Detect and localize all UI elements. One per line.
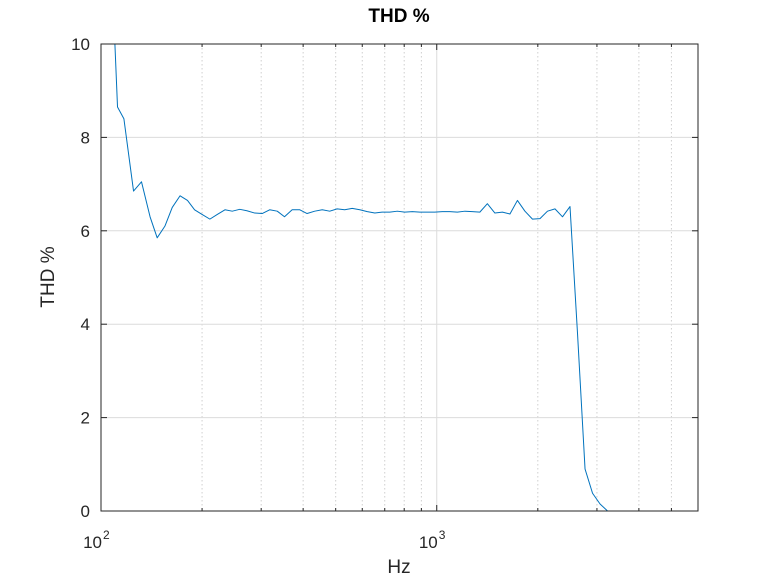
- y-tick-label: 0: [81, 502, 90, 521]
- series-layer: [114, 43, 698, 512]
- x-tick-label-base: 10: [83, 533, 102, 552]
- y-axis-label: THD %: [38, 246, 59, 307]
- x-tick-label: 10 3: [419, 528, 446, 552]
- y-tick-label: 10: [71, 35, 90, 54]
- y-tick-labels: 0 2 4 6 8 10: [71, 35, 90, 521]
- chart-title: THD %: [368, 6, 429, 27]
- x-axis-label: Hz: [387, 557, 410, 575]
- minor-grid: [201, 44, 672, 511]
- plot-frame: [100, 43, 699, 512]
- y-tick-label: 6: [81, 222, 90, 241]
- x-tick-label-base: 10: [419, 533, 438, 552]
- plot-area: [101, 44, 698, 511]
- y-tick-label: 8: [81, 128, 90, 147]
- y-tick-label: 4: [81, 315, 90, 334]
- x-tick-label: 10 2: [83, 528, 110, 552]
- x-tick-label-exponent: 3: [439, 528, 446, 542]
- x-tick-label-exponent: 2: [103, 528, 110, 542]
- thd-series-line: [114, 43, 698, 512]
- major-grid: [101, 44, 698, 511]
- x-tick-labels: 10 2 10 3: [83, 528, 446, 552]
- y-tick-label: 2: [81, 409, 90, 428]
- ticks-layer: [100, 43, 698, 512]
